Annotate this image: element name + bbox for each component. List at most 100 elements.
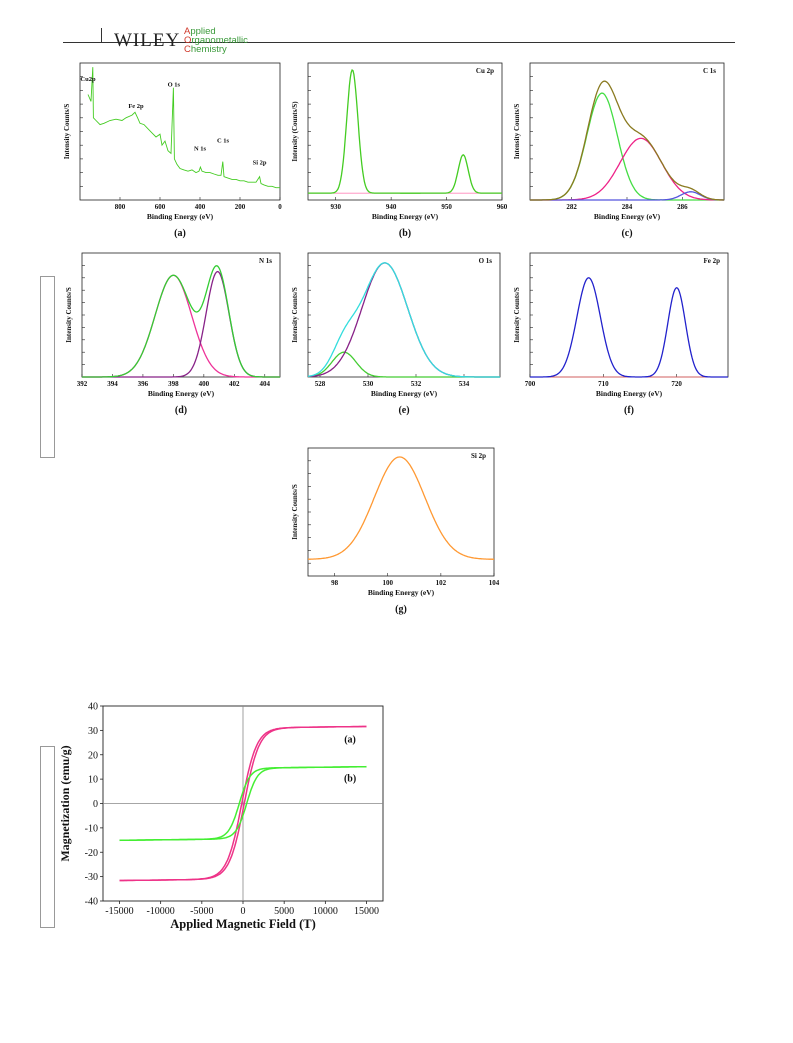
x-tick-label: 284 xyxy=(622,203,633,211)
spectrum-series xyxy=(530,277,728,378)
spectrum-line xyxy=(87,67,280,189)
x-tick-label: 402 xyxy=(229,380,240,388)
peak-annotation: C 1s xyxy=(217,137,230,144)
series-annotation: (a) xyxy=(344,735,356,746)
spectrum-series xyxy=(308,69,502,194)
x-tick-label: 15000 xyxy=(354,906,379,917)
series-annotation: (b) xyxy=(344,774,356,785)
panel-title: C 1s xyxy=(703,67,716,75)
xps-panel-f: 700 710 720 Binding Energy (eV) Intensity Co… xyxy=(513,252,729,416)
y-axis-label: Intensity Counts/S xyxy=(291,287,299,343)
x-tick-label: 960 xyxy=(497,203,508,211)
xps-panel-b: 930 940 950 960 Binding Energy (eV) Intensity… xyxy=(291,62,508,239)
x-tick-label: 102 xyxy=(436,579,447,587)
journal-line-3: Chemistry xyxy=(184,44,227,55)
panel-title: O 1s xyxy=(479,257,493,265)
y-axis-label: Intensity Counts/S xyxy=(63,104,71,160)
header-tick xyxy=(101,28,102,42)
spectrum-series xyxy=(530,191,724,201)
x-tick-label: 392 xyxy=(77,380,88,388)
side-annotation-box-bottom xyxy=(40,746,55,928)
x-tick-label: 282 xyxy=(566,203,577,211)
plot-frame xyxy=(529,252,729,378)
plot-frame xyxy=(307,447,495,577)
x-tick-label: -15000 xyxy=(105,906,133,917)
panel-label: (c) xyxy=(621,228,632,239)
spectrum-series xyxy=(530,92,724,201)
plot-frame xyxy=(307,62,503,201)
y-tick-label: -30 xyxy=(85,872,98,883)
panel-title: N 1s xyxy=(259,257,272,265)
x-tick-label: 10000 xyxy=(313,906,338,917)
y-tick-label: 0 xyxy=(93,799,98,810)
x-axis-label: Binding Energy (eV) xyxy=(372,212,439,221)
x-tick-label: 0 xyxy=(241,906,246,917)
x-tick-label: 98 xyxy=(331,579,339,587)
journal-line-1: Applied xyxy=(184,26,216,37)
y-tick-label: 40 xyxy=(88,702,98,713)
x-tick-label: 800 xyxy=(115,203,126,211)
y-axis-label: Intensity (Counts/S) xyxy=(291,101,299,162)
x-tick-label: 600 xyxy=(155,203,166,211)
x-tick-label: 394 xyxy=(107,380,118,388)
peak-annotation: N 1s xyxy=(194,146,207,153)
y-tick-label: 10 xyxy=(88,775,98,786)
x-tick-label: -10000 xyxy=(146,906,174,917)
x-tick-label: 532 xyxy=(411,380,422,388)
x-tick-label: 940 xyxy=(386,203,397,211)
x-tick-label: 398 xyxy=(168,380,179,388)
x-tick-label: -5000 xyxy=(190,906,213,917)
spectrum-series xyxy=(308,262,500,378)
x-tick-label: 400 xyxy=(199,380,210,388)
spectrum-series xyxy=(308,456,494,560)
x-tick-label: 530 xyxy=(363,380,374,388)
y-tick-label: 20 xyxy=(88,750,98,761)
y-tick-label: -40 xyxy=(85,897,98,908)
y-tick-label: -20 xyxy=(85,848,98,859)
xps-panel-g: 98 100 102 104 Binding Energy (eV) Intensity … xyxy=(291,447,500,615)
x-tick-label: 5000 xyxy=(274,906,294,917)
x-axis-label: Binding Energy (eV) xyxy=(371,389,438,398)
header-rule xyxy=(63,42,735,43)
side-annotation-box-top xyxy=(40,276,55,458)
x-tick-label: 534 xyxy=(459,380,470,388)
panel-title: Si 2p xyxy=(471,452,486,460)
panel-title: Cu 2p xyxy=(476,67,494,75)
x-axis-label: Binding Energy (eV) xyxy=(596,389,663,398)
page-header: WILEY Applied Organometallic Chemistry xyxy=(0,0,793,60)
peak-annotation: O 1s xyxy=(168,81,181,88)
peak-annotation: Si 2p xyxy=(253,159,267,166)
x-tick-label: 950 xyxy=(441,203,452,211)
plot-frame xyxy=(529,62,725,201)
plot-frame xyxy=(307,252,501,378)
x-tick-label: 104 xyxy=(489,579,500,587)
hysteresis-branch-descending xyxy=(119,725,367,882)
x-tick-label: 700 xyxy=(525,380,536,388)
panel-label: (d) xyxy=(175,405,187,416)
y-axis-label: Magnetization (emu/g) xyxy=(58,745,72,861)
xps-panel-d: 392 394 396 398 400 402 404 Binding Energy (eV)… xyxy=(65,252,281,416)
panel-label: (g) xyxy=(395,604,407,615)
y-axis-label: Intensity Counts/S xyxy=(513,287,521,343)
x-axis-label: Applied Magnetic Field (T) xyxy=(170,917,315,931)
publisher-logo: WILEY xyxy=(114,30,181,51)
x-tick-label: 710 xyxy=(598,380,609,388)
hysteresis-branch-descending xyxy=(119,765,367,842)
x-tick-label: 528 xyxy=(315,380,326,388)
spectrum-series xyxy=(82,274,280,378)
y-axis-label: Intensity Counts/S xyxy=(65,287,73,343)
y-axis-label: Intensity Counts/S xyxy=(291,484,299,540)
journal-line-2: Organometallic xyxy=(184,35,248,46)
plot-frame xyxy=(81,252,281,378)
x-tick-label: 286 xyxy=(677,203,688,211)
spectrum-series xyxy=(307,262,500,378)
x-axis-label: Binding Energy (eV) xyxy=(148,389,215,398)
x-tick-label: 100 xyxy=(382,579,393,587)
panel-label: (e) xyxy=(398,405,409,416)
journal-name: Applied Organometallic Chemistry xyxy=(184,26,248,55)
xps-panel-a: 800 600 400 200 0 Binding Energy (eV) Intensit… xyxy=(63,62,282,239)
x-tick-label: 0 xyxy=(278,203,282,211)
x-tick-label: 396 xyxy=(138,380,149,388)
x-tick-label: 930 xyxy=(330,203,341,211)
